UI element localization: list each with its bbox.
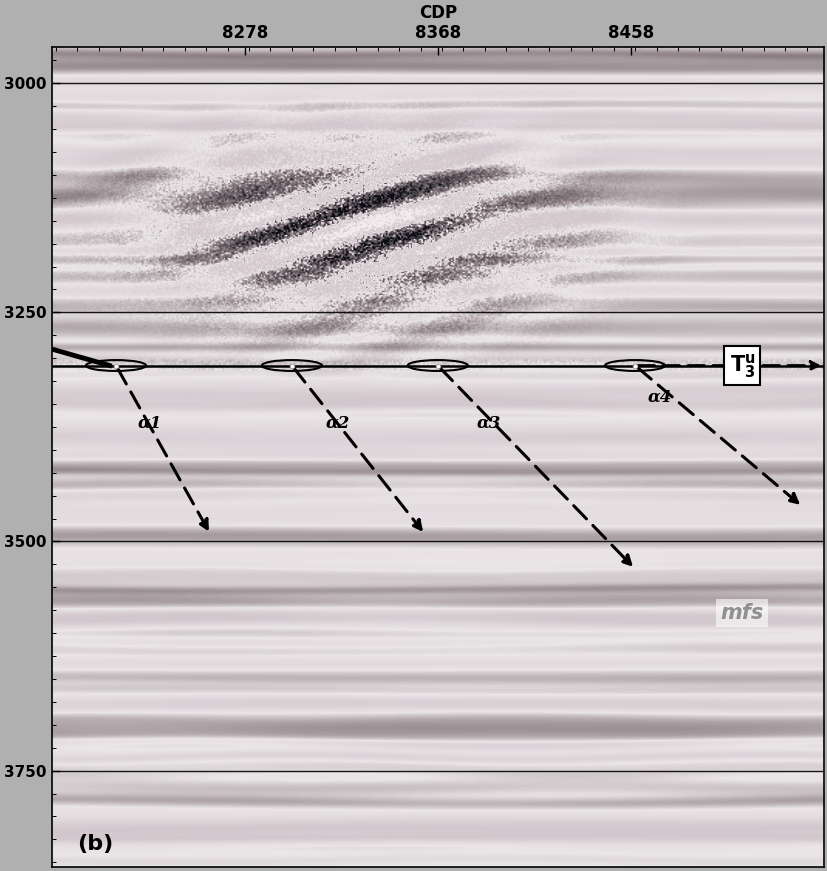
Text: α1: α1 [137,415,161,432]
X-axis label: CDP: CDP [418,4,457,22]
Text: α2: α2 [326,415,350,432]
Text: (b): (b) [77,834,113,854]
Text: $\mathbf{T_3^u}$: $\mathbf{T_3^u}$ [729,352,754,380]
Text: α4: α4 [648,388,672,405]
Text: α3: α3 [476,415,500,432]
Text: mfs: mfs [719,603,762,623]
